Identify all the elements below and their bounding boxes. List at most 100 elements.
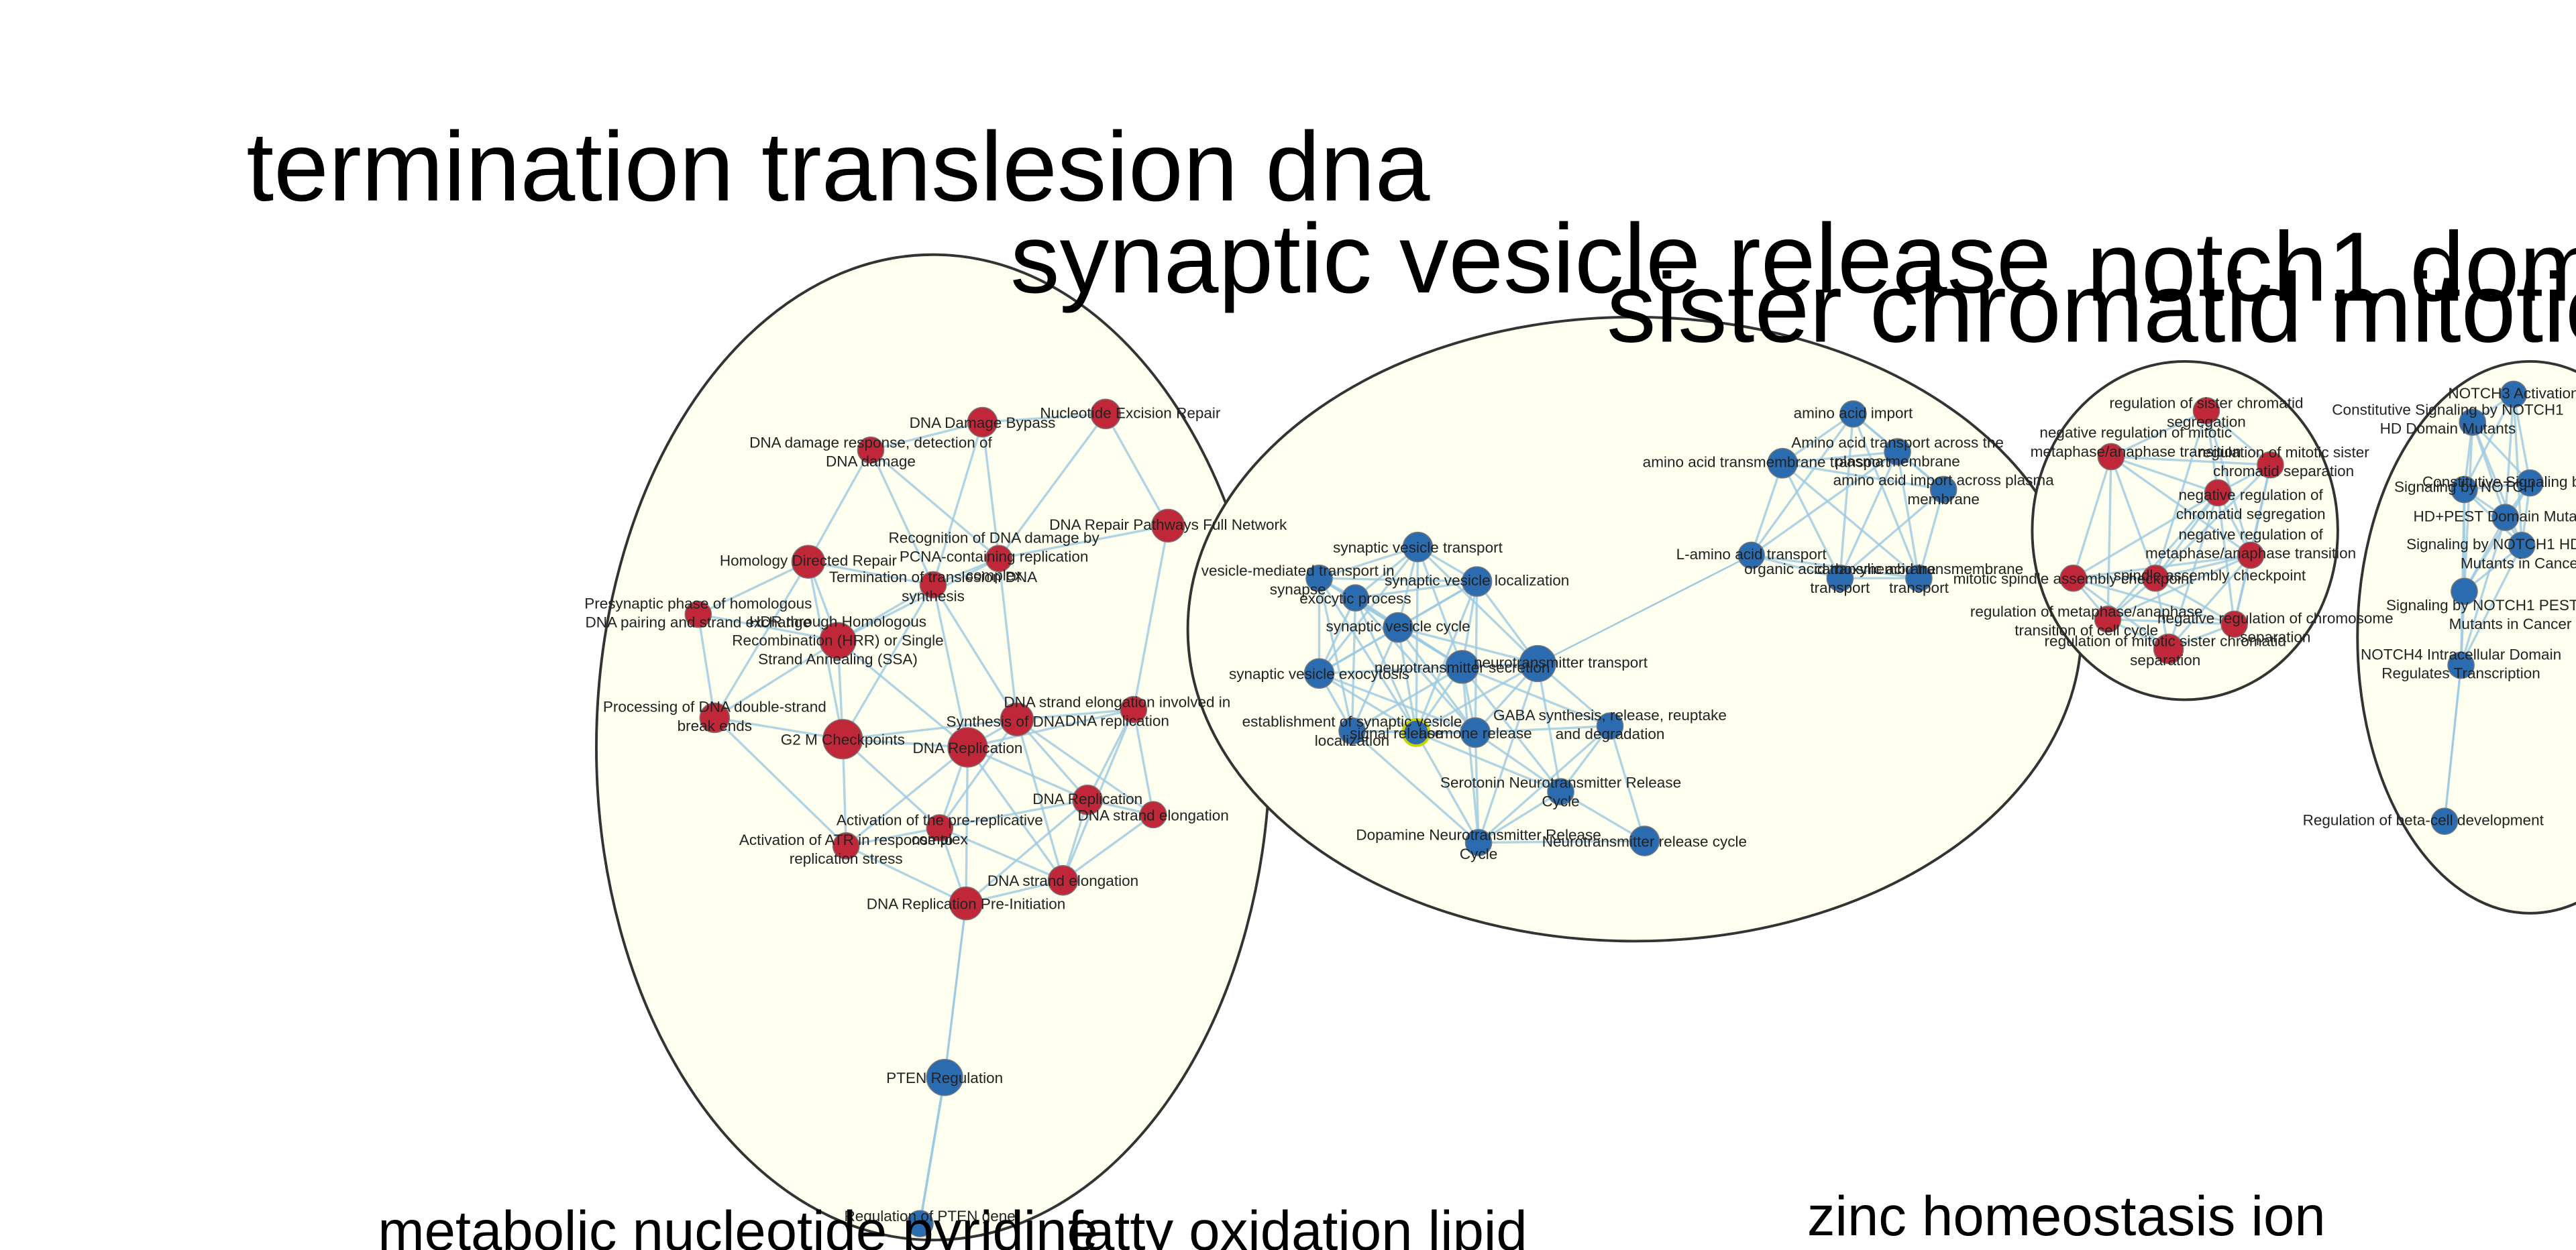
node-label: Regulation of PTEN gene <box>844 1208 1015 1225</box>
edge <box>938 718 1018 829</box>
edge <box>869 449 1000 560</box>
edge <box>1839 451 1899 579</box>
node-label: Termination of translesion DNA <box>829 569 1037 585</box>
node <box>1547 778 1574 805</box>
edge <box>1062 813 1155 882</box>
edge <box>1354 597 1417 734</box>
edge <box>939 799 1088 830</box>
node <box>1000 702 1034 737</box>
edge <box>1609 726 1646 842</box>
node <box>2153 633 2184 665</box>
node-label: Nucleotide Excision Repair <box>1040 404 1221 421</box>
edge <box>1319 546 1418 579</box>
node-label: negative regulation of <box>2178 487 2323 504</box>
edge <box>2463 394 2515 490</box>
edge <box>1351 665 1463 732</box>
node-label: PTEN Regulation <box>886 1070 1003 1086</box>
edge <box>982 412 1106 424</box>
edge <box>2110 409 2207 458</box>
edge <box>714 717 847 847</box>
node-label: regulation of mitotic sister <box>2198 444 2369 461</box>
edge <box>2205 410 2252 556</box>
node <box>967 406 998 438</box>
edge <box>837 557 1000 642</box>
node-label: DNA pairing and strand exchange <box>585 614 811 631</box>
node-label: synaptic vesicle cycle <box>1326 618 1470 635</box>
node-label: membrane <box>1907 491 1980 508</box>
node-label: regulation of sister chromatid <box>2109 395 2303 412</box>
edge <box>1781 463 1841 579</box>
node-label: Signaling by NOTCH1 HD Domain <box>2406 536 2576 553</box>
cluster-label: notch1 domain <box>2086 212 2576 322</box>
edge <box>1782 450 1898 465</box>
node-label: GABA synthesis, release, reuptake <box>1493 707 1727 724</box>
edge <box>698 613 839 642</box>
nodes <box>684 380 2544 1237</box>
edge <box>698 561 809 616</box>
node-label: Mutants in Cancer <box>2461 555 2576 571</box>
edge <box>1397 627 1417 733</box>
edge <box>2463 422 2474 591</box>
edge <box>967 746 1088 801</box>
node <box>2141 564 2169 592</box>
node-label: Serotonin Neurotransmitter Release <box>1440 774 1681 791</box>
node <box>1120 695 1148 724</box>
edge <box>1474 732 1480 843</box>
node-label: organic acid transmembrane <box>1744 561 1935 577</box>
node <box>1303 658 1335 689</box>
edge <box>1104 413 1169 526</box>
node-label: neurotransmitter secretion <box>1375 659 1550 676</box>
edge <box>1536 663 1562 792</box>
node <box>1737 541 1765 569</box>
edge <box>2205 410 2271 466</box>
edge <box>1477 725 1611 844</box>
node <box>819 622 857 659</box>
node <box>2447 651 2475 679</box>
edge <box>1132 709 1155 815</box>
node <box>1460 717 1491 748</box>
edge <box>1319 665 1462 675</box>
edge <box>1839 414 1855 579</box>
edge <box>2110 455 2252 557</box>
node <box>949 886 983 921</box>
node-label: DNA strand elongation involved in <box>1004 693 1230 710</box>
node-label: Mutants in Cancer <box>2449 616 2572 632</box>
node <box>1461 566 1493 597</box>
edge <box>1397 626 1477 734</box>
node-label: DNA replication <box>1065 712 1169 729</box>
node <box>699 702 731 734</box>
node-label: synaptic vesicle transport <box>1333 539 1503 556</box>
node <box>1839 400 1867 428</box>
edge <box>842 738 941 829</box>
node <box>1884 438 1911 465</box>
edge <box>1016 708 1134 721</box>
edge <box>2167 554 2252 650</box>
node <box>857 436 885 464</box>
node-label: amino acid import across plasma <box>1833 472 2055 489</box>
node-label: Regulates Transcription <box>2381 665 2540 681</box>
node-label: DNA Replication <box>1032 791 1142 807</box>
node-label: regulation of metaphase/anaphase <box>1970 604 2203 620</box>
node-label: negative regulation of chromosome <box>2157 610 2394 626</box>
edge <box>1350 626 1399 732</box>
node <box>1629 826 1660 856</box>
node-label: Signaling by NOTCH1 PEST Domain <box>2386 597 2576 614</box>
node <box>684 600 712 628</box>
node <box>926 814 954 842</box>
edge <box>1318 577 1354 732</box>
edge <box>1350 598 1357 732</box>
node-label: HD+PEST Domain Mutants <box>2414 508 2576 525</box>
edge <box>1461 666 1562 793</box>
node <box>2516 469 2544 497</box>
edge <box>939 826 1064 882</box>
edge <box>2504 394 2515 518</box>
edge <box>2110 456 2157 579</box>
edge <box>1751 554 1841 579</box>
edge <box>837 639 969 748</box>
node-label: Dopamine Neurotransmitter Release <box>1356 827 1601 844</box>
node-label: Presynaptic phase of homologous <box>584 595 812 612</box>
edge <box>932 422 984 585</box>
node-label: vesicle-mediated transport in <box>1201 562 1395 579</box>
node <box>2451 577 2478 606</box>
